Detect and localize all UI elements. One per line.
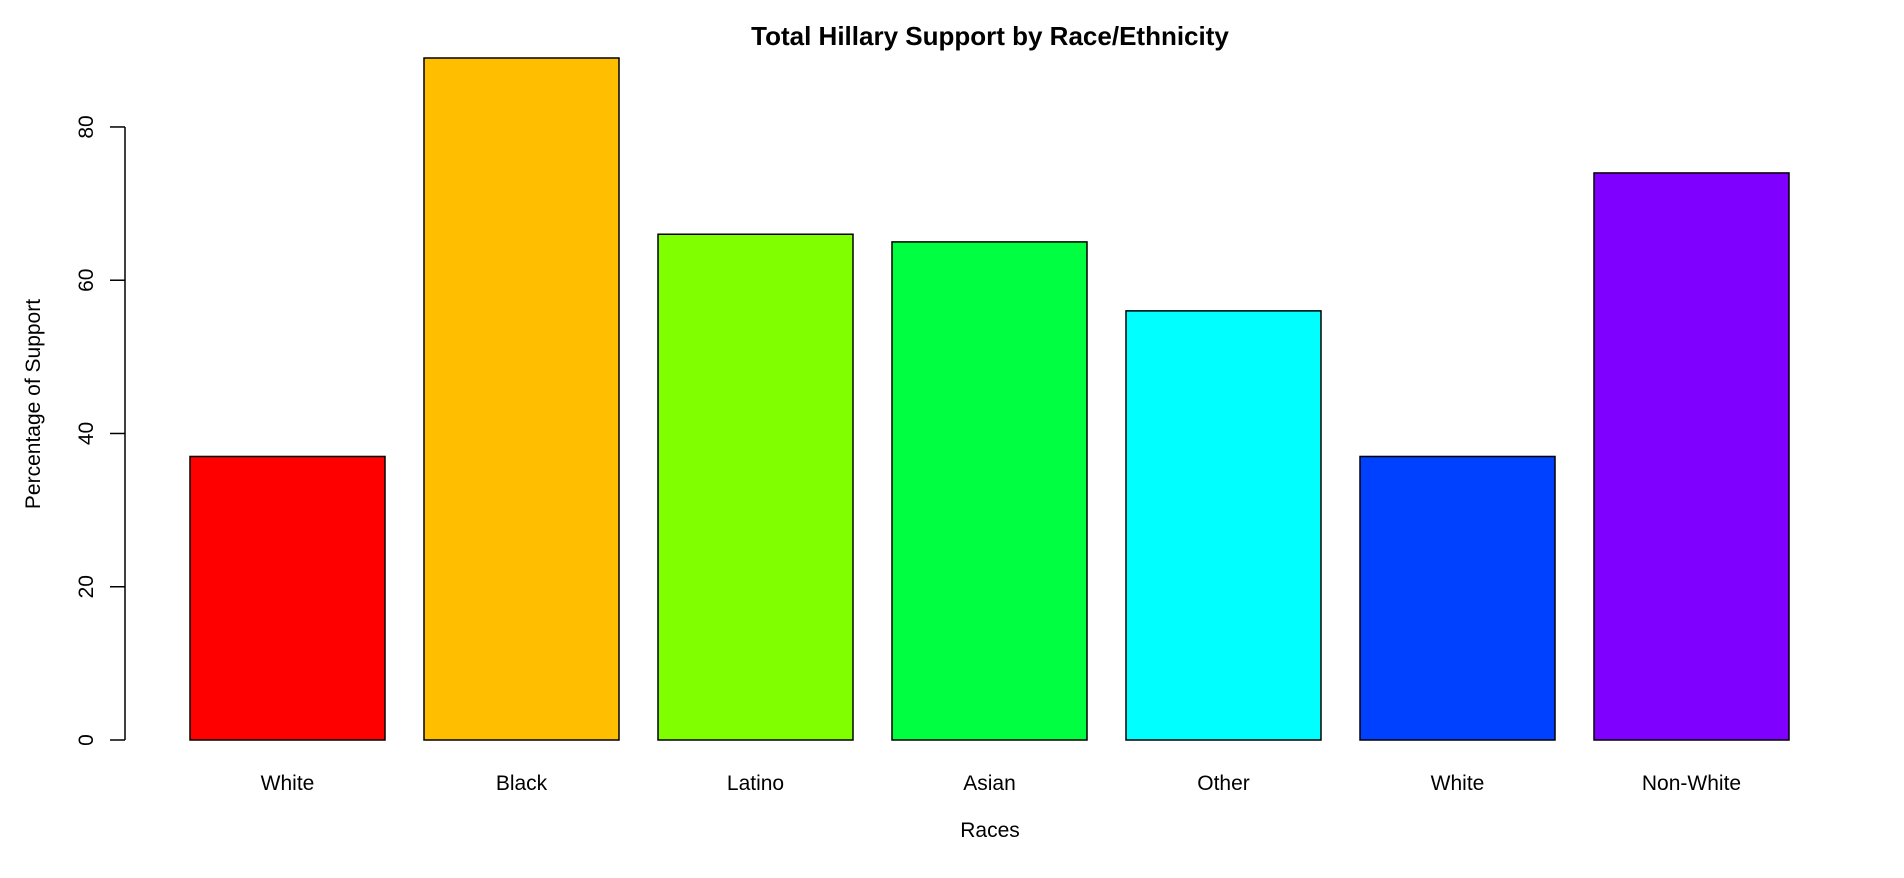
bar-other-4 xyxy=(1125,310,1322,741)
y-tick-label: 0 xyxy=(75,734,98,746)
y-axis-title: Percentage of Support xyxy=(22,299,45,509)
x-axis-labels: White Black Latino Asian Other White Non-White xyxy=(261,772,1741,795)
x-category-label: White xyxy=(1431,772,1485,795)
x-category-label: Other xyxy=(1197,772,1250,795)
chart-title: Total Hillary Support by Race/Ethnicity xyxy=(751,21,1229,51)
x-category-label: Non-White xyxy=(1642,772,1741,795)
x-category-label: White xyxy=(261,772,315,795)
y-tick-label: 40 xyxy=(75,422,98,445)
x-category-label: Asian xyxy=(963,772,1016,795)
bar-black-1 xyxy=(423,57,620,741)
bar-asian-3 xyxy=(891,241,1088,741)
y-tick-label: 20 xyxy=(75,575,98,598)
bar-white-5 xyxy=(1359,455,1556,741)
bar-non-white-6 xyxy=(1593,172,1790,741)
bar-white-0 xyxy=(189,455,386,741)
x-category-label: Latino xyxy=(727,772,784,795)
y-axis: 0 20 40 60 80 xyxy=(75,115,126,746)
bars xyxy=(189,57,1790,741)
x-axis-title: Races xyxy=(960,819,1020,842)
y-tick-label: 80 xyxy=(75,115,98,138)
y-tick-label: 60 xyxy=(75,269,98,292)
bar-latino-2 xyxy=(657,233,854,741)
x-category-label: Black xyxy=(496,772,548,795)
